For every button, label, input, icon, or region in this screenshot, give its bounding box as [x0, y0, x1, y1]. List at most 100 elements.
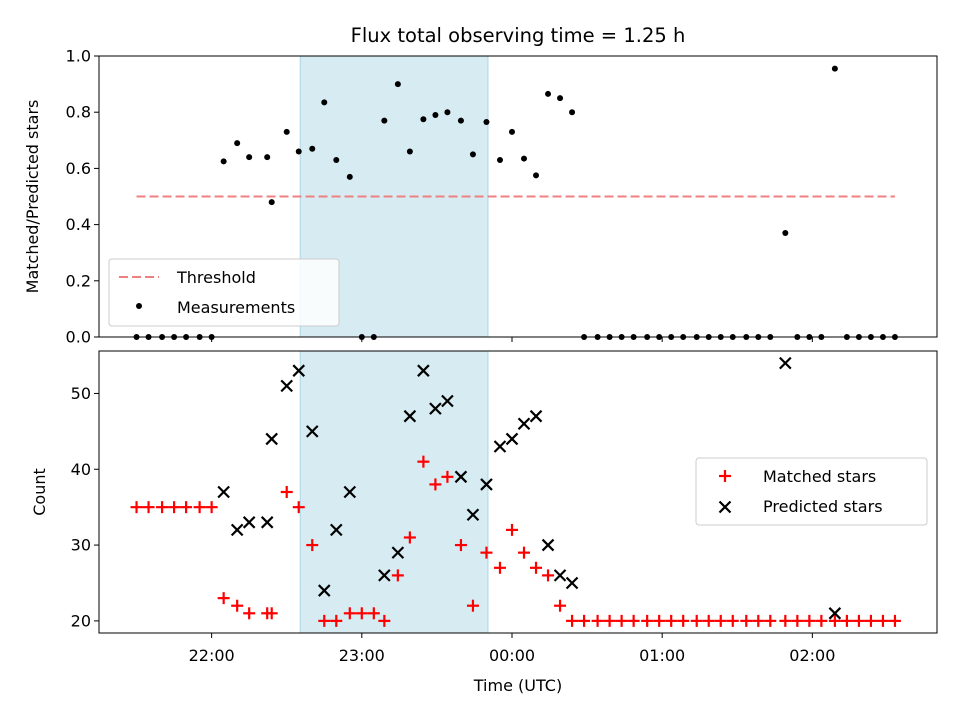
- predicted-star-point: [242, 516, 256, 529]
- matched-star-point: [391, 569, 404, 582]
- y-tick-label: 0.8: [66, 103, 91, 122]
- matched-star-point: [367, 607, 380, 620]
- legend-matched-swatch: [719, 470, 731, 482]
- y-tick-label: 0.2: [66, 271, 91, 290]
- matched-star-point: [603, 614, 616, 627]
- measurement-point: [831, 65, 838, 72]
- matched-star-point: [840, 614, 853, 627]
- matched-star-point: [318, 614, 331, 627]
- top-plot-frame: [98, 55, 938, 338]
- matched-star-point: [653, 614, 666, 627]
- matched-star-point: [542, 569, 555, 582]
- matched-star-point: [265, 607, 278, 620]
- matched-star-point: [566, 614, 579, 627]
- matched-star-point: [378, 614, 391, 627]
- matched-star-point: [205, 501, 218, 514]
- matched-star-point: [530, 561, 543, 574]
- legend-box: [695, 457, 928, 526]
- predicted-star-point: [292, 364, 306, 377]
- y-tick-label: 0.0: [66, 328, 91, 347]
- matched-star-point: [168, 501, 181, 514]
- measurement-point: [309, 145, 316, 152]
- matched-star-point: [641, 614, 654, 627]
- y-tick-label: 0.4: [66, 215, 91, 234]
- matched-star-point: [417, 455, 430, 468]
- predicted-star-point: [553, 569, 567, 582]
- cross-stroke: [260, 516, 274, 529]
- cross-stroke: [779, 356, 792, 370]
- measurement-point: [321, 99, 328, 106]
- predicted-star-point: [466, 508, 480, 522]
- chart-title: Flux total observing time = 1.25 h: [351, 24, 686, 47]
- measurement-point: [508, 128, 515, 135]
- matched-star-point: [828, 614, 841, 627]
- cross-stroke: [305, 425, 319, 438]
- cross-stroke: [529, 409, 543, 423]
- matched-star-point: [876, 614, 889, 627]
- matched-star-point: [292, 501, 305, 514]
- predicted-star-point: [417, 364, 430, 377]
- predicted-star-point: [230, 523, 244, 537]
- cross-stroke: [718, 500, 732, 514]
- matched-star-point: [888, 614, 901, 627]
- cross-stroke: [217, 485, 230, 499]
- measurement-point: [420, 116, 427, 123]
- matched-star-point: [217, 592, 230, 605]
- predicted-star-point: [330, 523, 343, 537]
- measurement-point: [782, 230, 789, 237]
- matched-star-point: [714, 614, 727, 627]
- cross-stroke: [517, 417, 531, 431]
- matched-star-point: [864, 614, 877, 627]
- matched-star-point: [726, 614, 739, 627]
- legend-matched-label: Matched stars: [763, 467, 876, 486]
- cross-stroke: [330, 523, 343, 537]
- x-tick-label: 02:00: [789, 646, 835, 665]
- cross-stroke: [391, 546, 405, 559]
- cross-stroke: [343, 485, 357, 499]
- matched-star-point: [142, 501, 155, 514]
- predicted-star-point: [529, 409, 543, 423]
- y-axis-label: Matched/Predicted stars: [23, 100, 42, 294]
- cross-stroke: [429, 402, 442, 415]
- predicted-star-point: [493, 440, 507, 453]
- predicted-star-point: [454, 470, 468, 484]
- matched-star-point: [243, 607, 256, 620]
- cross-stroke: [280, 379, 294, 393]
- matched-star-point: [280, 486, 293, 498]
- cross-stroke: [265, 432, 278, 446]
- bottom-legend: Matched stars Predicted stars: [695, 457, 928, 526]
- predicted-star-point: [280, 379, 294, 393]
- predicted-star-point: [565, 576, 579, 590]
- matched-star-point: [779, 614, 792, 627]
- cross-stroke: [493, 440, 507, 453]
- predicted-star-point: [317, 584, 331, 597]
- predicted-star-point: [541, 538, 555, 552]
- measurement-point: [346, 173, 353, 180]
- cross-stroke: [553, 569, 567, 582]
- matched-star-point: [803, 614, 816, 627]
- matched-star-point: [480, 546, 493, 559]
- matched-star-point: [355, 607, 368, 620]
- matched-star-point: [627, 614, 640, 627]
- x-tick-label: 23:00: [339, 646, 385, 665]
- predicted-star-point: [828, 607, 842, 620]
- measurement-point: [264, 154, 271, 161]
- x-tick-label: 22:00: [189, 646, 235, 665]
- measurement-point: [246, 154, 253, 161]
- matched-star-point: [441, 470, 454, 483]
- predicted-star-point: [517, 417, 531, 431]
- measurement-point: [406, 148, 413, 155]
- matched-star-point: [180, 501, 193, 514]
- matched-star-point: [493, 561, 506, 574]
- y-tick-label: 30: [71, 536, 91, 555]
- measurement-point: [220, 158, 227, 165]
- matched-star-point: [505, 523, 518, 536]
- cross-stroke: [480, 478, 493, 491]
- predicted-star-point: [429, 402, 442, 415]
- matched-star-point: [764, 614, 777, 627]
- top-legend: Threshold Measurements: [108, 258, 340, 327]
- cross-stroke: [441, 394, 454, 408]
- measurement-point: [533, 172, 540, 179]
- measurement-point: [295, 148, 302, 155]
- matched-star-point: [518, 546, 531, 559]
